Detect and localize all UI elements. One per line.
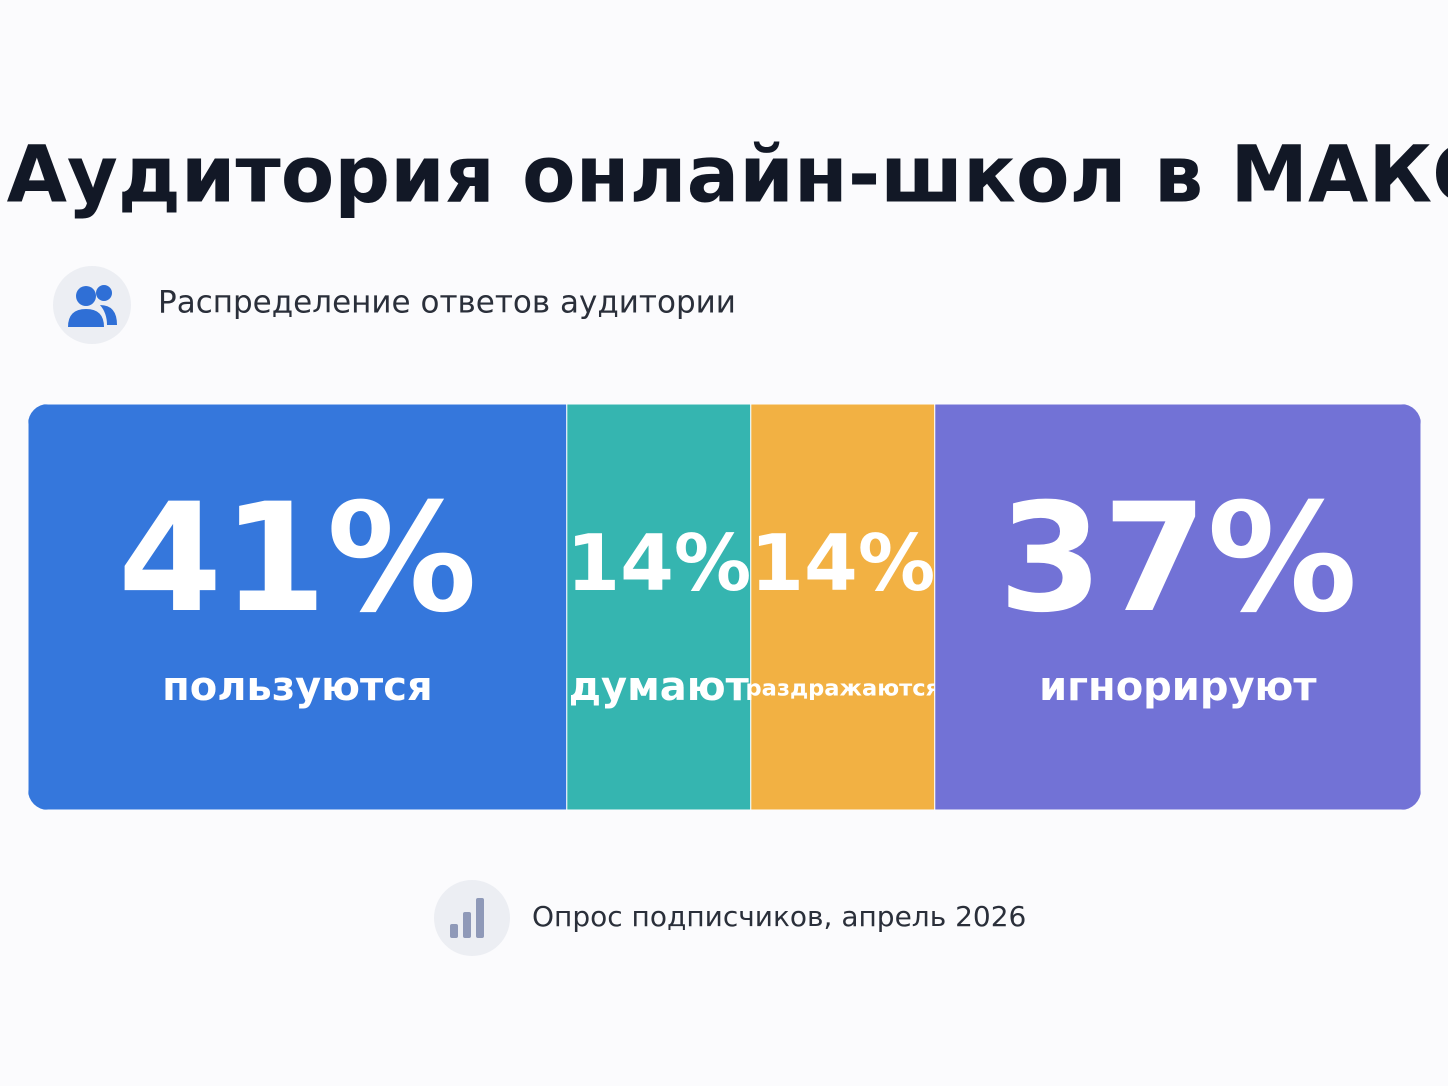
category-label: пользуются [162, 664, 433, 710]
category-label: раздражаются [745, 676, 940, 702]
value-label: 14% [566, 519, 751, 609]
stacked-bar: 41% пользуются 14% думают 14% раздражаются 37%… [28, 404, 1421, 810]
value-label: 41% [118, 472, 477, 646]
category-label: игнорируют [1039, 664, 1317, 710]
value-label: 37% [998, 472, 1357, 646]
audience-icon [53, 266, 131, 344]
title: Аудитория онлайн-школ в МАКС [7, 130, 1448, 220]
survey-icon [434, 880, 510, 956]
segment [750, 404, 936, 810]
segment [28, 404, 568, 810]
segment [566, 404, 752, 810]
subtitle: Распределение ответов аудитории [158, 285, 736, 321]
category-label: думают [569, 664, 750, 710]
source: Опрос подписчиков, апрель 2026 [532, 900, 1026, 933]
segment [934, 404, 1421, 810]
value-label: 14% [750, 519, 935, 609]
